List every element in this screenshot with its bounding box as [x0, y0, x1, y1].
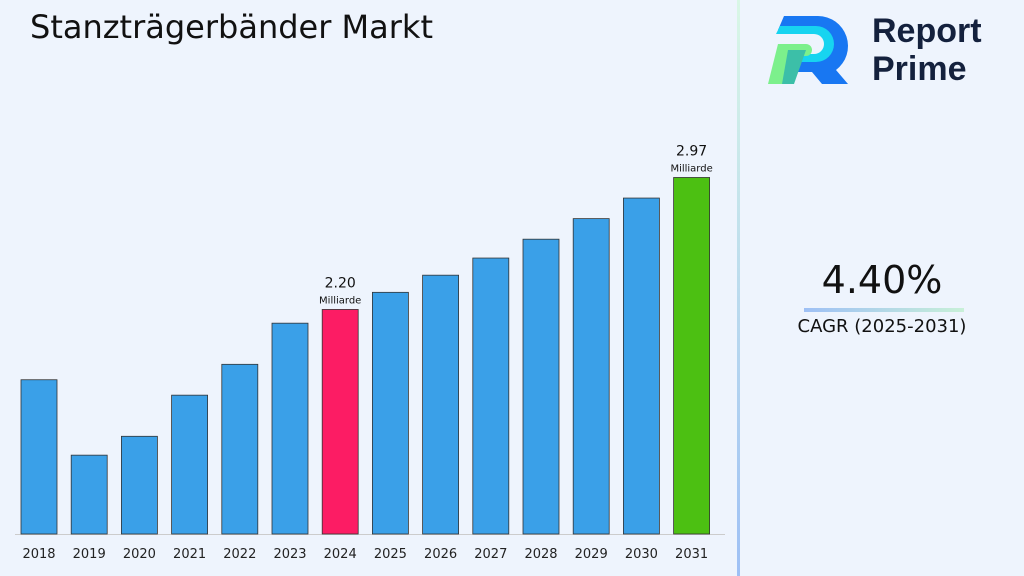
logo-line2: Prime	[872, 50, 967, 88]
bar-2019	[70, 454, 108, 535]
bar-2020	[121, 435, 158, 535]
bar-2027	[472, 257, 510, 535]
x-tick-label: 2029	[575, 547, 608, 562]
x-tick-label: 2021	[173, 547, 206, 562]
x-tick-label: 2028	[524, 547, 557, 562]
chart-title: Stanzträgerbänder Markt	[30, 8, 433, 46]
cagr-label: CAGR (2025-2031)	[797, 316, 967, 337]
bar-chart: 2018 2019 2020 2021 2022 2023 2024 2.20 Milliard…	[15, 143, 725, 562]
x-tick-label: 2026	[424, 547, 457, 562]
x-tick-label: 2023	[273, 547, 306, 562]
x-tick-label: 2031	[675, 547, 708, 562]
x-tick-label: 2022	[223, 547, 256, 562]
x-tick-label: 2018	[22, 547, 55, 562]
bar-2028	[522, 238, 560, 535]
bar-2030	[623, 197, 660, 535]
cagr-underline	[804, 308, 964, 312]
x-tick-label: 2025	[374, 547, 407, 562]
bar-2023	[271, 322, 309, 535]
bar-2021	[171, 394, 209, 535]
data-label-value: 2.97	[676, 143, 707, 159]
x-tick-label: 2019	[73, 547, 106, 562]
x-tick-label: 2027	[474, 547, 507, 562]
bar-2031	[673, 177, 710, 535]
bar-2018	[20, 379, 58, 535]
bar-2024	[321, 309, 359, 535]
data-label-unit: Milliarde	[670, 163, 712, 174]
data-label-unit: Milliarde	[319, 295, 361, 306]
x-tick-label: 2020	[123, 547, 156, 562]
logo-line1: Report	[872, 12, 982, 50]
bar-2025	[371, 291, 409, 535]
report-prime-logo-icon	[768, 16, 848, 84]
x-tick-label: 2030	[625, 547, 658, 562]
divider	[737, 0, 740, 576]
cagr-value: 4.40%	[821, 258, 943, 302]
logo-text: Report Prime	[872, 12, 982, 88]
bar-2029	[572, 218, 610, 535]
x-tick-label: 2024	[324, 547, 357, 562]
bar-2026	[422, 274, 460, 535]
data-label-value: 2.20	[325, 275, 356, 291]
bar-2022	[221, 363, 259, 535]
